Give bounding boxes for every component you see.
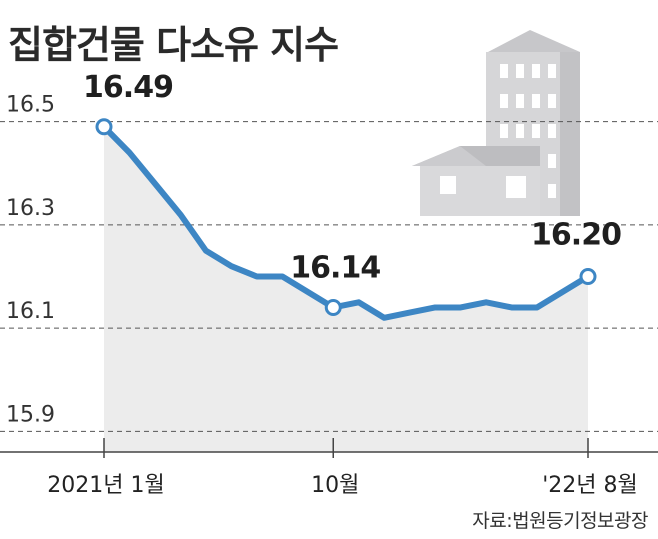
building-illustration [412, 30, 580, 216]
y-tick-label: 16.1 [6, 299, 55, 324]
data-label: 16.20 [531, 217, 621, 252]
data-point [579, 267, 597, 285]
y-tick-label: 15.9 [6, 402, 55, 427]
data-label: 16.14 [290, 250, 380, 285]
data-label: 16.49 [83, 70, 173, 105]
series-line [101, 123, 591, 321]
x-tick-label: '22년 8월 [542, 473, 638, 498]
chart-title: 집합건물 다소유 지수 [8, 23, 339, 67]
series-area [104, 126, 588, 452]
x-tick-label: 2021년 1월 [47, 473, 164, 498]
y-tick-label: 16.3 [6, 196, 55, 221]
x-tick-label: 10월 [311, 473, 359, 498]
data-point [95, 118, 113, 136]
source-note: 자료:법원등기정보광장 [472, 510, 648, 532]
data-point [324, 298, 342, 316]
y-tick-label: 16.5 [6, 93, 55, 118]
